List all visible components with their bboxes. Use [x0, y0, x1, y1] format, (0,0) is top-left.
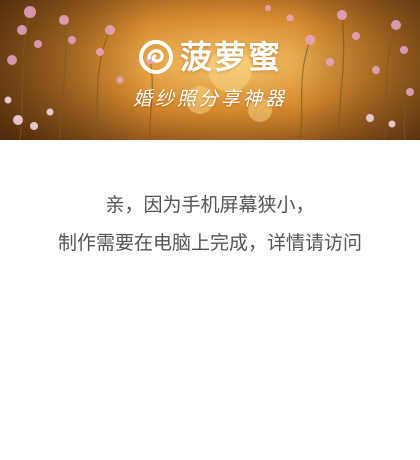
notice-line-1: 亲，因为手机屏幕狭小，	[105, 194, 315, 216]
brand-overlay: 菠萝蜜 婚纱照分享神器	[0, 0, 420, 140]
brand-logo: 菠萝蜜	[0, 36, 420, 78]
notice-line-2: 制作需要在电脑上完成，详情请访问	[57, 232, 362, 254]
brand-slogan: 婚纱照分享神器	[132, 88, 287, 110]
mobile-notice-message: 亲，因为手机屏幕狭小， 制作需要在电脑上完成，详情请访问	[0, 186, 420, 262]
brand-name: 菠萝蜜	[179, 38, 282, 76]
header-banner: 菠萝蜜 婚纱照分享神器	[0, 0, 420, 140]
swirl-circle-logo-icon	[138, 40, 173, 74]
flower-field-photo	[0, 0, 420, 140]
